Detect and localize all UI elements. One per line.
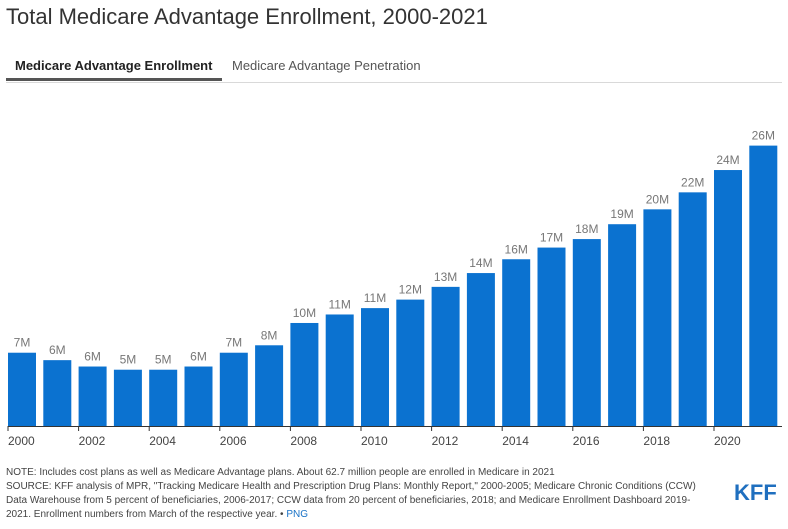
footer-note: NOTE: Includes cost plans as well as Med…: [6, 467, 555, 478]
bar-2021: [749, 145, 778, 426]
data-label-2006: 7M: [225, 336, 242, 350]
data-label-2008: 10M: [293, 306, 316, 320]
data-label-2018: 20M: [646, 192, 669, 206]
data-label-2013: 14M: [469, 256, 492, 270]
bar-2003: [113, 369, 142, 426]
bar-2001: [43, 360, 72, 426]
data-label-2017: 19M: [610, 207, 633, 221]
bar-2011: [396, 299, 425, 426]
kff-logo: KFF: [734, 480, 777, 505]
x-tick-label-2012: 2012: [432, 434, 459, 448]
bar-2012: [431, 286, 460, 426]
data-label-2011: 12M: [399, 283, 422, 297]
x-tick-label-2004: 2004: [149, 434, 176, 448]
data-label-2020: 24M: [716, 153, 739, 167]
x-tick-label-2002: 2002: [79, 434, 106, 448]
bar-2006: [219, 352, 248, 426]
png-download-link[interactable]: PNG: [286, 509, 308, 520]
data-label-2002: 6M: [84, 350, 101, 364]
x-tick-label-2014: 2014: [502, 434, 529, 448]
data-label-2005: 6M: [190, 350, 207, 364]
bar-2018: [643, 209, 672, 426]
tab-penetration[interactable]: Medicare Advantage Penetration: [232, 58, 421, 73]
footer-source: SOURCE: KFF analysis of MPR, "Tracking M…: [6, 481, 696, 520]
data-label-2004: 5M: [155, 353, 172, 367]
bar-2010: [361, 308, 389, 426]
x-tick-label-2000: 2000: [8, 434, 35, 448]
data-label-2000: 7M: [14, 336, 31, 350]
data-label-2003: 5M: [120, 353, 137, 367]
tab-bar: Medicare Advantage Enrollment Medicare A…: [6, 50, 782, 83]
bar-2009: [325, 314, 354, 426]
footer-notes: NOTE: Includes cost plans as well as Med…: [6, 466, 711, 522]
bar-2005: [184, 366, 213, 426]
bar-2019: [678, 192, 707, 426]
tab-enrollment[interactable]: Medicare Advantage Enrollment: [6, 50, 222, 81]
bar-2000: [8, 352, 36, 426]
data-label-2001: 6M: [49, 343, 66, 357]
bar-2014: [502, 259, 531, 426]
bar-chart: 7M 6M 6M 5M 5M 6M 7M 8M 10M 11M 11M 12M 13M 14M 16M 17M…: [7, 129, 782, 448]
x-tick-label-2018: 2018: [643, 434, 670, 448]
data-label-2015: 17M: [540, 231, 563, 245]
bar-2020: [714, 170, 742, 426]
bar-2004: [149, 369, 178, 426]
data-label-2021: 26M: [752, 129, 775, 143]
data-label-2010: 11M: [364, 291, 386, 305]
data-label-2007: 8M: [261, 328, 278, 342]
bar-2007: [255, 345, 284, 426]
footer-source-block: SOURCE: KFF analysis of MPR, "Tracking M…: [6, 480, 711, 522]
bar-2015: [537, 247, 566, 426]
x-tick-label-2020: 2020: [714, 434, 741, 448]
bar-2016: [572, 239, 601, 426]
data-label-2019: 22M: [681, 175, 704, 189]
x-tick-label-2016: 2016: [573, 434, 600, 448]
bar-2017: [608, 224, 637, 426]
x-tick-label-2010: 2010: [361, 434, 388, 448]
x-tick-label-2006: 2006: [220, 434, 247, 448]
bar-2002: [78, 366, 107, 426]
data-label-2012: 13M: [434, 270, 457, 284]
data-label-2009: 11M: [328, 297, 350, 311]
data-label-2014: 16M: [505, 242, 528, 256]
bar-2008: [290, 322, 319, 426]
bar-2013: [466, 273, 495, 426]
chart-title: Total Medicare Advantage Enrollment, 200…: [6, 4, 488, 29]
x-tick-label-2008: 2008: [290, 434, 317, 448]
footer-separator: •: [277, 509, 287, 520]
data-label-2016: 18M: [575, 222, 598, 236]
